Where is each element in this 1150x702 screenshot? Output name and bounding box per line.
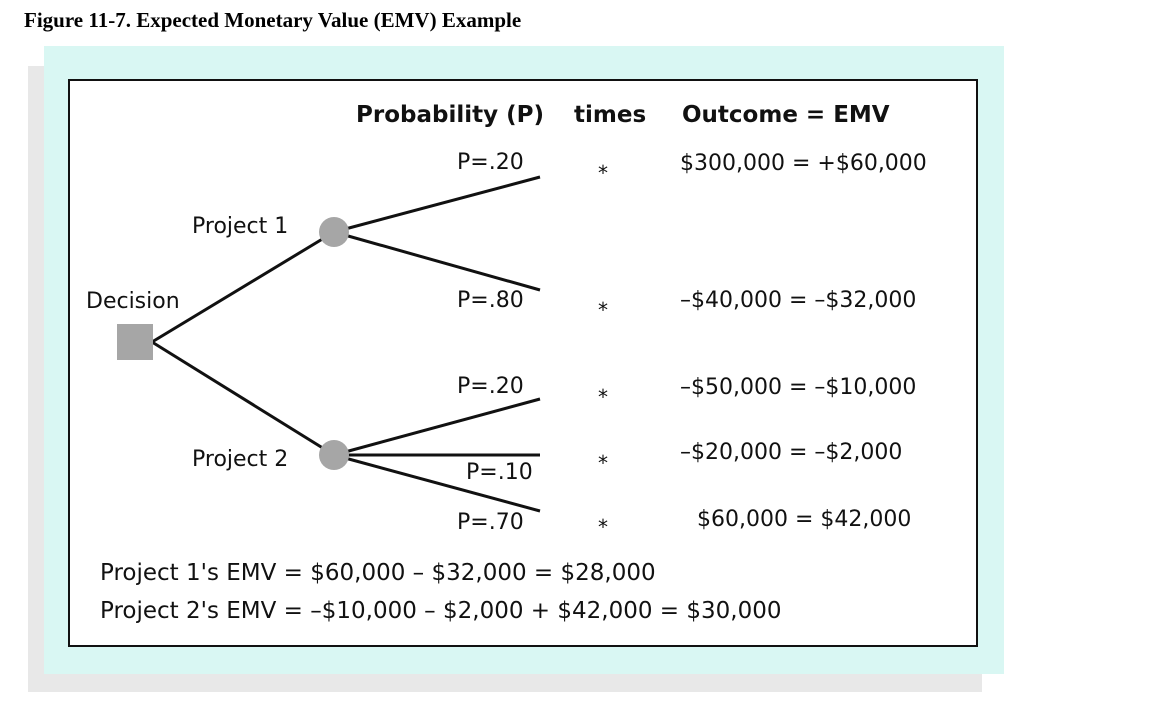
outcome-emv: –$50,000 = –$10,000 [680, 375, 917, 400]
times-symbol: * [598, 161, 608, 185]
prob-label: P=.80 [457, 288, 524, 313]
diagram-frame [68, 79, 978, 647]
project2-emv-summary: Project 2's EMV = –$10,000 – $2,000 + $4… [100, 598, 782, 624]
decision-node [117, 324, 153, 360]
branch-project2-p70 [333, 453, 541, 513]
outcome-emv: $60,000 = $42,000 [697, 507, 912, 532]
outcome-emv: –$40,000 = –$32,000 [680, 288, 917, 313]
figure-title: Figure 11-7. Expected Monetary Value (EM… [24, 8, 522, 32]
project1-emv-summary: Project 1's EMV = $60,000 – $32,000 = $2… [100, 560, 656, 586]
branch-project1-p20 [333, 175, 541, 234]
prob-label: P=.70 [457, 510, 524, 535]
times-symbol: * [598, 298, 608, 322]
branch-decision-to-project1 [151, 230, 335, 344]
header-probability: Probability (P) [356, 102, 544, 128]
prob-label: P=.20 [457, 374, 524, 399]
decision-label: Decision [86, 289, 180, 314]
branch-project2-p20 [333, 397, 541, 457]
prob-label: P=.20 [457, 150, 524, 175]
outcome-emv: $300,000 = +$60,000 [680, 151, 927, 176]
branch-decision-to-project2 [151, 340, 335, 457]
project2-label: Project 2 [192, 447, 289, 472]
project1-label: Project 1 [192, 214, 289, 239]
outcome-emv: –$20,000 = –$2,000 [680, 440, 903, 465]
chance-node-project2 [319, 440, 349, 470]
prob-label: P=.10 [466, 460, 533, 485]
times-symbol: * [598, 385, 608, 409]
header-times: times [574, 102, 647, 128]
times-symbol: * [598, 451, 608, 475]
times-symbol: * [598, 515, 608, 539]
header-outcome: Outcome = EMV [682, 102, 890, 128]
chance-node-project1 [319, 217, 349, 247]
branch-project1-p80 [333, 230, 541, 292]
